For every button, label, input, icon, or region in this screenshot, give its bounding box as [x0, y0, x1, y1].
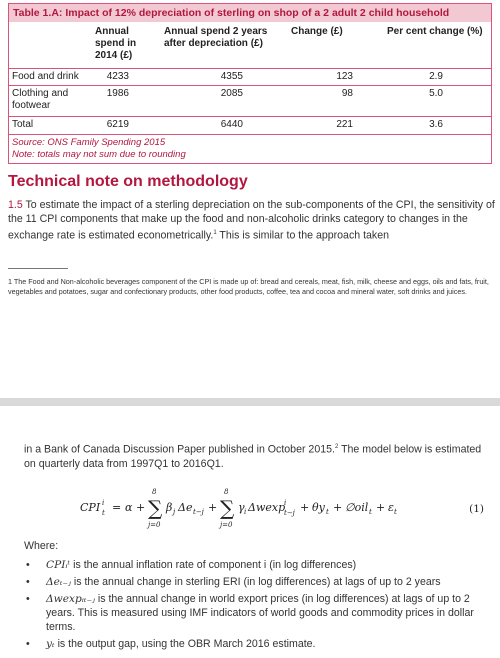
- svg-text:i: i: [284, 499, 286, 507]
- svg-text:j=0: j=0: [218, 521, 233, 529]
- page-gap: [0, 398, 500, 406]
- list-item: • Δeₜ₋ⱼ is the annual change in sterling…: [24, 575, 494, 589]
- variable-description: is the annual inflation rate of componen…: [73, 559, 357, 571]
- table-row: Food and drink 4233 4355 123 2.9: [9, 68, 491, 85]
- svg-text:+: +: [333, 501, 342, 514]
- bullet-icon: •: [26, 576, 30, 588]
- svg-text:t: t: [102, 509, 105, 517]
- variable-description: is the annual change in sterling ERI (in…: [73, 576, 441, 588]
- paragraph-text: To estimate the impact of a sterling dep…: [8, 199, 495, 242]
- page-one: Table 1.A: Impact of 12% depreciation of…: [8, 3, 496, 296]
- footnote-1: 1 The Food and Non-alcoholic beverages c…: [8, 277, 489, 296]
- header-pct: Per cent change (%): [387, 26, 483, 37]
- row-label: Total: [12, 119, 34, 130]
- svg-text:CPI: CPI: [80, 501, 101, 514]
- continuation-text-1: in a Bank of Canada Discussion Paper pub…: [24, 443, 335, 456]
- svg-text:j: j: [171, 508, 176, 516]
- bullet-icon: •: [26, 559, 30, 571]
- svg-text:8: 8: [224, 488, 229, 496]
- variable-symbol: Δwexpᵢₜ₋ⱼ: [46, 593, 95, 605]
- svg-text:t−j: t−j: [193, 508, 205, 516]
- svg-text:8: 8: [152, 488, 157, 496]
- continuation-text-2: The model below is estimated on quarterl…: [24, 443, 482, 470]
- bullet-icon: •: [26, 638, 30, 650]
- section-heading: Technical note on methodology: [8, 173, 248, 190]
- svg-text:Δe: Δe: [177, 501, 193, 514]
- footnote-ref[interactable]: 1: [213, 230, 217, 236]
- svg-text:t−j: t−j: [284, 509, 296, 517]
- svg-text:∅oil: ∅oil: [345, 501, 369, 514]
- header-annual: Annual spend in 2014 (£): [95, 26, 137, 61]
- svg-text:i: i: [102, 499, 104, 507]
- table-row: Clothing and footwear 1986 2085 98 5.0: [9, 85, 491, 116]
- svg-text:t: t: [369, 508, 372, 516]
- cell-after: 2085: [220, 88, 243, 99]
- variable-symbol: Δeₜ₋ⱼ: [46, 576, 71, 588]
- paragraph-1-5: 1.5 To estimate the impact of a sterling…: [8, 198, 496, 243]
- equation-number: (1): [469, 503, 484, 515]
- cell-change: 123: [336, 71, 353, 82]
- cell-annual: 4233: [106, 71, 129, 82]
- cell-change: 98: [341, 88, 353, 99]
- svg-text:+: +: [300, 501, 309, 514]
- variable-description: is the annual change in world export pri…: [46, 593, 474, 633]
- continuation-text: in a Bank of Canada Discussion Paper pub…: [24, 440, 490, 471]
- header-change: Change (£): [291, 26, 343, 37]
- cell-after: 4355: [220, 71, 243, 82]
- table-1a: Table 1.A: Impact of 12% depreciation of…: [8, 3, 492, 164]
- table-row: Total 6219 6440 221 3.6: [9, 116, 491, 134]
- variable-symbol: CPIᵢᵗ: [46, 559, 71, 571]
- svg-text:β: β: [165, 501, 172, 514]
- cell-change: 221: [336, 119, 353, 130]
- equation-graphic: CPI i t = α + ∑ 8 j=0 β j Δe t−j + ∑ 8 j…: [80, 488, 397, 529]
- footnote-ref[interactable]: 2: [334, 444, 339, 450]
- row-label: Clothing and footwear: [12, 88, 69, 111]
- svg-text:+: +: [208, 501, 217, 514]
- equation-1: CPI i t = α + ∑ 8 j=0 β j Δe t−j + ∑ 8 j…: [80, 481, 490, 536]
- svg-text:t: t: [326, 508, 329, 516]
- variable-description: is the output gap, using the OBR March 2…: [57, 638, 316, 650]
- page-two: in a Bank of Canada Discussion Paper pub…: [0, 406, 500, 658]
- svg-text:+: +: [376, 501, 385, 514]
- svg-text:t: t: [394, 508, 397, 516]
- table-note: Note: totals may not sum due to rounding: [12, 149, 186, 160]
- svg-text:i: i: [244, 508, 246, 516]
- cell-pct: 3.6: [429, 119, 443, 130]
- paragraph-tail: This is similar to the approach taken: [219, 229, 389, 242]
- svg-text:θy: θy: [312, 501, 326, 514]
- cell-after: 6440: [220, 119, 243, 130]
- svg-text:=: =: [112, 501, 121, 514]
- svg-text:ε: ε: [388, 501, 394, 514]
- footnote-divider: [8, 268, 68, 269]
- where-label: Where:: [24, 540, 59, 552]
- cell-pct: 2.9: [429, 71, 443, 82]
- svg-text:∑: ∑: [148, 496, 163, 520]
- svg-text:∑: ∑: [220, 496, 235, 520]
- header-after: Annual spend 2 years after depreciation …: [164, 26, 268, 49]
- list-item: • CPIᵢᵗ is the annual inflation rate of …: [24, 558, 494, 572]
- svg-text:+: +: [136, 501, 145, 514]
- list-item: • Δwexpᵢₜ₋ⱼ is the annual change in worl…: [24, 592, 494, 634]
- table-header: Annual spend in 2014 (£) Annual spend 2 …: [9, 22, 491, 68]
- cell-annual: 6219: [106, 119, 129, 130]
- variable-symbol: yₜ: [46, 638, 55, 650]
- table-title: Table 1.A: Impact of 12% depreciation of…: [9, 4, 491, 22]
- list-item: • yₜ is the output gap, using the OBR Ma…: [24, 637, 494, 651]
- paragraph-number: 1.5: [8, 199, 23, 211]
- variable-list: • CPIᵢᵗ is the annual inflation rate of …: [24, 558, 494, 654]
- svg-text:γ: γ: [238, 501, 245, 514]
- row-label: Food and drink: [12, 71, 79, 82]
- svg-text:Δwexp: Δwexp: [247, 501, 285, 514]
- cell-pct: 5.0: [429, 88, 443, 99]
- bullet-icon: •: [26, 593, 30, 605]
- svg-text:j=0: j=0: [146, 521, 161, 529]
- svg-text:α: α: [125, 501, 133, 514]
- cell-annual: 1986: [106, 88, 129, 99]
- table-source: Source: ONS Family Spending 2015: [12, 137, 166, 148]
- table-notes: Source: ONS Family Spending 2015 Note: t…: [9, 134, 491, 163]
